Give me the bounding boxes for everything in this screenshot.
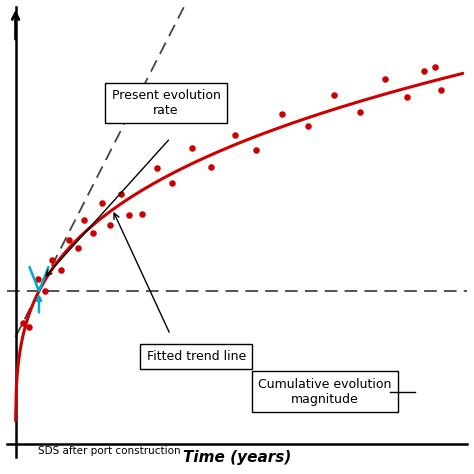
Point xyxy=(57,266,64,274)
Point xyxy=(278,110,286,118)
Point xyxy=(138,210,146,218)
Point xyxy=(26,323,33,330)
Point xyxy=(304,122,312,129)
Point xyxy=(89,229,97,237)
Text: SDS after port construction: SDS after port construction xyxy=(38,446,181,456)
Point xyxy=(253,146,260,154)
Point xyxy=(154,164,161,172)
Point xyxy=(48,256,56,264)
Point xyxy=(169,179,176,187)
Point xyxy=(420,67,428,75)
Point xyxy=(65,236,73,244)
Text: Cumulative evolution
magnitude: Cumulative evolution magnitude xyxy=(258,378,392,406)
Point xyxy=(41,288,48,295)
X-axis label: Time (years): Time (years) xyxy=(183,449,291,465)
Point xyxy=(106,221,114,228)
Point xyxy=(330,91,337,99)
Point xyxy=(34,275,42,283)
Point xyxy=(403,93,410,100)
Text: Fitted trend line: Fitted trend line xyxy=(146,350,246,363)
Point xyxy=(117,191,125,198)
Point xyxy=(188,145,196,152)
Point xyxy=(438,86,445,93)
Point xyxy=(431,63,438,70)
Point xyxy=(382,75,389,82)
Point xyxy=(126,211,133,219)
Point xyxy=(74,245,82,252)
Text: Present evolution
rate: Present evolution rate xyxy=(111,89,220,117)
Point xyxy=(208,163,215,171)
Point xyxy=(356,109,364,116)
Point xyxy=(231,131,238,139)
Point xyxy=(98,199,105,207)
Point xyxy=(19,319,27,327)
Point xyxy=(81,217,88,224)
